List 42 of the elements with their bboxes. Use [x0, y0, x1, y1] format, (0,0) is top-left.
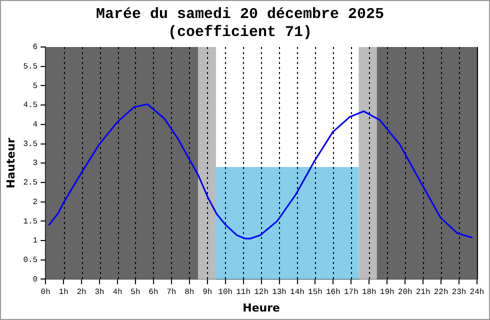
- x-tick-label: 4h: [112, 288, 122, 298]
- chart-title: Marée du samedi 20 décembre 2025: [96, 6, 384, 23]
- y-tick-label: 6: [32, 43, 38, 52]
- x-tick-label: 8h: [184, 288, 194, 298]
- x-tick-label: 15h: [308, 288, 323, 298]
- y-tick-label: 3.5: [23, 140, 38, 149]
- y-tick-label: 1.5: [23, 217, 38, 226]
- x-tick-label: 0h: [40, 288, 51, 298]
- y-tick-label: 2.5: [23, 178, 38, 188]
- x-tick-label: 1h: [58, 288, 69, 298]
- y-tick-label: 5.5: [23, 62, 38, 72]
- y-tick-label: 4.5: [23, 101, 38, 110]
- x-tick-label: 7h: [166, 288, 176, 298]
- x-tick-label: 3h: [94, 288, 105, 298]
- x-tick-label: 20h: [398, 288, 412, 298]
- y-tick-label: 0: [32, 275, 38, 284]
- x-tick-label: 14h: [290, 288, 305, 298]
- x-tick-label: 9h: [202, 288, 212, 298]
- x-tick-label: 17h: [344, 288, 359, 298]
- x-tick-label: 19h: [380, 288, 395, 298]
- x-tick-label: 18h: [362, 288, 377, 298]
- x-tick-label: 23h: [452, 288, 466, 298]
- x-tick-label: 24h: [470, 288, 484, 298]
- x-axis-title: Heure: [242, 301, 280, 314]
- y-tick-label: 1: [32, 236, 38, 246]
- y-tick-label: 0.5: [23, 256, 38, 265]
- chart-subtitle: (coefficient 71): [168, 24, 312, 41]
- x-tick-label: 16h: [326, 288, 341, 298]
- x-tick-label: 2h: [76, 288, 87, 298]
- y-tick-label: 2: [32, 198, 38, 207]
- x-tick-label: 22h: [434, 288, 448, 298]
- x-tick-label: 10h: [218, 288, 233, 298]
- y-tick-label: 3: [32, 159, 38, 168]
- x-tick-label: 13h: [272, 288, 287, 298]
- y-tick-label: 5: [32, 82, 38, 91]
- y-axis-title: Hauteur: [4, 137, 18, 188]
- x-tick-label: 21h: [416, 288, 430, 298]
- x-tick-label: 5h: [130, 288, 140, 298]
- y-tick-label: 4: [32, 120, 38, 130]
- x-tick-label: 11h: [236, 288, 251, 298]
- x-tick-label: 12h: [254, 288, 269, 298]
- x-tick-label: 6h: [148, 288, 158, 298]
